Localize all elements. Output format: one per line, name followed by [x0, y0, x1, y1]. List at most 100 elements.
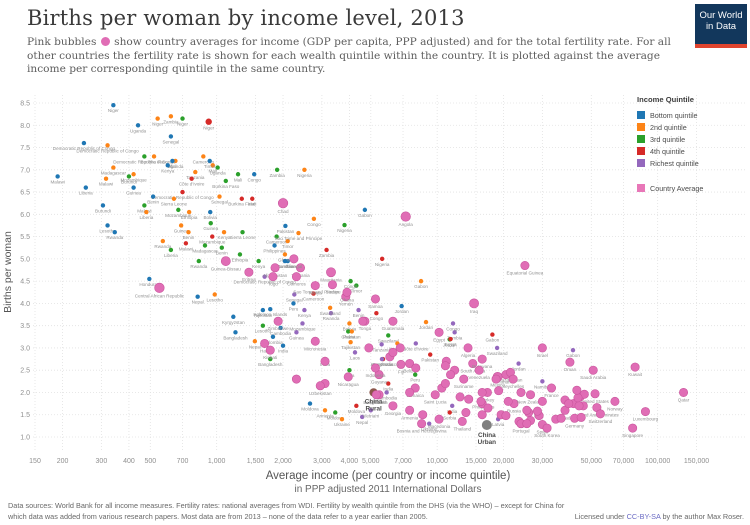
- data-point[interactable]: [447, 410, 452, 415]
- data-point[interactable]: [142, 203, 147, 208]
- data-point[interactable]: [477, 387, 487, 397]
- data-point[interactable]: [346, 329, 351, 334]
- data-point[interactable]: [522, 405, 532, 415]
- data-point[interactable]: [370, 294, 380, 304]
- data-point[interactable]: [354, 283, 359, 288]
- data-point[interactable]: [342, 222, 347, 228]
- data-point[interactable]: [195, 294, 200, 299]
- data-point[interactable]: [103, 176, 109, 181]
- data-point[interactable]: [440, 361, 450, 371]
- data-point[interactable]: [83, 185, 89, 190]
- data-point[interactable]: [522, 419, 532, 429]
- data-point[interactable]: [55, 174, 60, 179]
- data-point[interactable]: [490, 332, 495, 337]
- data-point[interactable]: [233, 330, 238, 335]
- data-point[interactable]: [278, 325, 283, 331]
- legend-item-richest-quintile[interactable]: Richest quintile: [637, 157, 703, 169]
- data-point[interactable]: [170, 158, 175, 164]
- data-point[interactable]: [450, 321, 456, 326]
- data-point[interactable]: [201, 154, 206, 159]
- data-point[interactable]: [178, 223, 184, 228]
- data-point[interactable]: [155, 116, 160, 121]
- data-point[interactable]: [282, 252, 288, 257]
- data-point[interactable]: [388, 316, 398, 326]
- data-point[interactable]: [168, 114, 174, 119]
- data-point[interactable]: [483, 403, 493, 413]
- data-point[interactable]: [291, 272, 301, 282]
- data-point[interactable]: [327, 305, 333, 311]
- data-point[interactable]: [474, 365, 484, 375]
- data-point[interactable]: [180, 116, 185, 121]
- data-point[interactable]: [135, 123, 141, 128]
- data-point[interactable]: [448, 336, 453, 342]
- data-point[interactable]: [302, 307, 307, 313]
- data-point[interactable]: [240, 229, 245, 235]
- data-point[interactable]: [100, 203, 106, 208]
- legend-item-2nd-quintile[interactable]: 2nd quintile: [637, 121, 703, 133]
- data-point[interactable]: [428, 352, 433, 357]
- data-point[interactable]: [405, 359, 415, 369]
- data-point[interactable]: [252, 172, 257, 177]
- data-point[interactable]: [352, 350, 358, 355]
- data-point[interactable]: [252, 339, 258, 344]
- data-point[interactable]: [537, 343, 547, 353]
- data-point[interactable]: [503, 396, 513, 406]
- data-point[interactable]: [244, 267, 254, 277]
- data-point[interactable]: [379, 342, 384, 347]
- data-point[interactable]: [411, 363, 421, 373]
- data-point[interactable]: [300, 321, 305, 326]
- data-point[interactable]: [417, 419, 427, 429]
- data-point[interactable]: [207, 158, 212, 164]
- data-point[interactable]: [326, 267, 336, 278]
- data-point[interactable]: [370, 363, 380, 373]
- data-point[interactable]: [358, 316, 368, 326]
- data-point[interactable]: [413, 341, 419, 346]
- data-point[interactable]: [461, 408, 471, 418]
- data-point[interactable]: [342, 287, 352, 297]
- data-point[interactable]: [362, 207, 368, 213]
- data-point[interactable]: [205, 118, 212, 125]
- data-point[interactable]: [547, 383, 557, 393]
- data-point[interactable]: [463, 343, 473, 353]
- data-point[interactable]: [302, 167, 307, 172]
- data-point[interactable]: [491, 374, 501, 384]
- data-point[interactable]: [481, 419, 492, 430]
- data-point[interactable]: [430, 390, 440, 400]
- data-point[interactable]: [395, 343, 405, 353]
- data-point[interactable]: [494, 386, 504, 396]
- data-point[interactable]: [310, 336, 320, 346]
- data-point[interactable]: [112, 229, 117, 235]
- data-point[interactable]: [250, 196, 255, 201]
- data-point[interactable]: [418, 410, 428, 420]
- data-point[interactable]: [347, 368, 352, 373]
- data-point[interactable]: [610, 396, 620, 406]
- data-point[interactable]: [260, 323, 266, 328]
- data-point[interactable]: [260, 307, 266, 313]
- data-point[interactable]: [384, 390, 389, 395]
- data-point[interactable]: [154, 282, 165, 293]
- data-point[interactable]: [469, 298, 479, 309]
- data-point[interactable]: [81, 140, 87, 146]
- data-point[interactable]: [320, 356, 330, 366]
- data-point[interactable]: [151, 154, 157, 159]
- legend-item-3rd-quintile[interactable]: 3rd quintile: [637, 133, 703, 145]
- data-point[interactable]: [183, 241, 189, 246]
- data-point[interactable]: [452, 330, 457, 335]
- data-point[interactable]: [310, 281, 320, 291]
- data-point[interactable]: [379, 256, 385, 262]
- data-point[interactable]: [640, 407, 650, 417]
- data-point[interactable]: [270, 263, 280, 273]
- data-point[interactable]: [477, 410, 487, 420]
- data-point[interactable]: [349, 329, 354, 334]
- data-point[interactable]: [260, 338, 270, 348]
- data-point[interactable]: [588, 365, 598, 375]
- data-point[interactable]: [231, 314, 236, 319]
- data-point[interactable]: [576, 412, 586, 422]
- data-point[interactable]: [131, 185, 136, 190]
- data-point[interactable]: [418, 278, 424, 284]
- data-point[interactable]: [111, 103, 116, 108]
- data-point[interactable]: [564, 399, 574, 409]
- data-point[interactable]: [217, 194, 222, 199]
- data-point[interactable]: [168, 247, 174, 253]
- data-point[interactable]: [368, 408, 373, 413]
